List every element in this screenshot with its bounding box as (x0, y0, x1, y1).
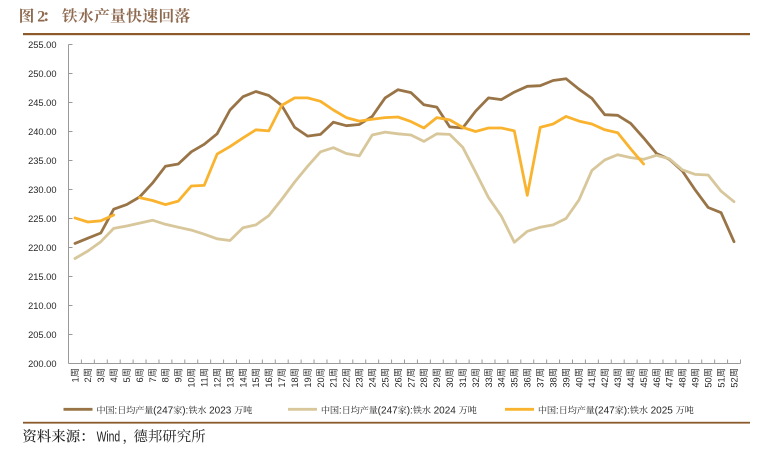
svg-text:52: 52 (729, 377, 739, 387)
svg-text:7: 7 (148, 377, 158, 382)
svg-text:42: 42 (600, 377, 610, 387)
svg-text:38: 38 (548, 377, 558, 387)
svg-text:225.00: 225.00 (28, 214, 56, 224)
svg-text:46: 46 (652, 377, 662, 387)
svg-text:17: 17 (277, 377, 287, 387)
svg-text:14: 14 (238, 377, 248, 387)
svg-text:30: 30 (445, 377, 455, 387)
svg-text:29: 29 (432, 377, 442, 387)
svg-text:13: 13 (225, 377, 235, 387)
svg-text:24: 24 (367, 377, 377, 387)
svg-text:2: 2 (37, 9, 45, 26)
svg-text:9: 9 (174, 377, 184, 382)
svg-text:8: 8 (161, 377, 171, 382)
svg-text:43: 43 (613, 377, 623, 387)
svg-text:40: 40 (574, 377, 584, 387)
svg-text:230.00: 230.00 (28, 185, 56, 195)
svg-text:235.00: 235.00 (28, 156, 56, 166)
svg-text:240.00: 240.00 (28, 127, 56, 137)
svg-text:):: ): (624, 405, 630, 416)
svg-text:Wind: Wind (97, 428, 121, 445)
svg-text:255.00: 255.00 (28, 40, 56, 50)
svg-text:220.00: 220.00 (28, 243, 56, 253)
svg-text:39: 39 (561, 377, 571, 387)
svg-text:(247: (247 (595, 405, 615, 416)
svg-text:25: 25 (380, 377, 390, 387)
svg-text:5: 5 (122, 377, 132, 382)
svg-text:6: 6 (135, 377, 145, 382)
svg-text:34: 34 (497, 377, 507, 387)
svg-text:35: 35 (510, 377, 520, 387)
svg-text:20: 20 (316, 377, 326, 387)
svg-text:15: 15 (251, 377, 261, 387)
svg-text:1: 1 (70, 377, 80, 382)
svg-text:50: 50 (703, 377, 713, 387)
svg-text:21: 21 (329, 377, 339, 387)
svg-text:):: ): (407, 405, 413, 416)
svg-text:22: 22 (342, 377, 352, 387)
svg-text:37: 37 (535, 377, 545, 387)
svg-text:47: 47 (665, 377, 675, 387)
svg-text::: : (339, 405, 342, 416)
svg-text:245.00: 245.00 (28, 98, 56, 108)
svg-text:(247: (247 (153, 405, 173, 416)
svg-text:45: 45 (639, 377, 649, 387)
svg-text:2024: 2024 (431, 405, 459, 416)
svg-text:11: 11 (199, 377, 209, 387)
svg-text:18: 18 (290, 377, 300, 387)
svg-text:26: 26 (393, 377, 403, 387)
svg-text:205.00: 205.00 (28, 330, 56, 340)
svg-text:210.00: 210.00 (28, 301, 56, 311)
svg-text:49: 49 (691, 377, 701, 387)
svg-text:250.00: 250.00 (28, 69, 56, 79)
svg-text:2025: 2025 (648, 405, 676, 416)
svg-text:215.00: 215.00 (28, 272, 56, 282)
svg-text:10: 10 (187, 377, 197, 387)
svg-text:3: 3 (96, 377, 106, 382)
svg-text:28: 28 (419, 377, 429, 387)
svg-text:2023: 2023 (206, 405, 234, 416)
svg-text:4: 4 (109, 377, 119, 382)
svg-text:48: 48 (678, 377, 688, 387)
svg-text:41: 41 (587, 377, 597, 387)
svg-text:51: 51 (716, 377, 726, 387)
svg-text:(247: (247 (378, 405, 398, 416)
svg-text:36: 36 (523, 377, 533, 387)
svg-text::: : (114, 405, 117, 416)
svg-text:44: 44 (626, 377, 636, 387)
svg-text:):: ): (182, 405, 188, 416)
svg-text:2: 2 (83, 377, 93, 382)
svg-text:16: 16 (264, 377, 274, 387)
svg-text::: : (556, 405, 559, 416)
svg-text:33: 33 (484, 377, 494, 387)
svg-text:200.00: 200.00 (28, 359, 56, 369)
svg-text:31: 31 (458, 377, 468, 387)
svg-text:12: 12 (212, 377, 222, 387)
svg-text:23: 23 (355, 377, 365, 387)
svg-text:32: 32 (471, 377, 481, 387)
svg-text:27: 27 (406, 377, 416, 387)
svg-text:19: 19 (303, 377, 313, 387)
